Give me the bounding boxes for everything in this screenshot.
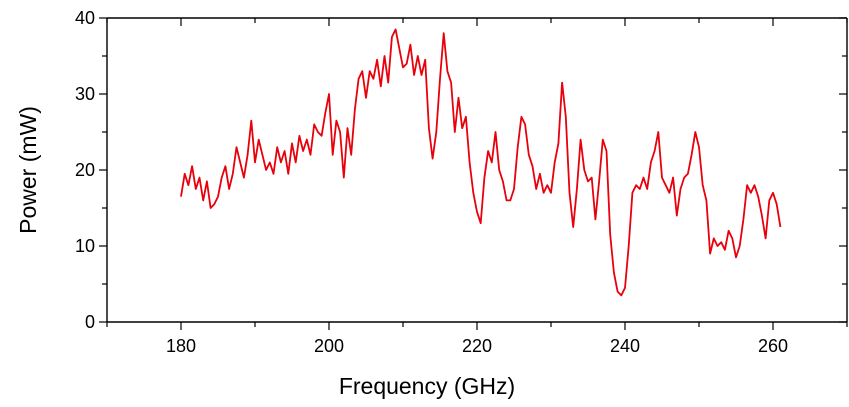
y-axis-title: Power (mW) [15,106,41,234]
series-layer [180,28,782,297]
y-axis-ticks: 0 10 20 30 40 [75,8,847,332]
y-tick-label: 40 [75,8,95,28]
y-tick-label: 0 [85,312,95,332]
series-line [180,28,782,297]
y-tick-label: 20 [75,160,95,180]
x-tick-label: 220 [462,336,492,356]
x-axis-title: Frequency (GHz) [339,373,515,399]
x-tick-label: 180 [166,336,196,356]
x-axis-ticks: 180 200 220 240 260 [106,18,848,356]
x-tick-label: 240 [610,336,640,356]
plot-frame [106,17,848,323]
x-tick-label: 260 [758,336,788,356]
x-tick-label: 200 [314,336,344,356]
y-tick-label: 30 [75,84,95,104]
y-tick-label: 10 [75,236,95,256]
